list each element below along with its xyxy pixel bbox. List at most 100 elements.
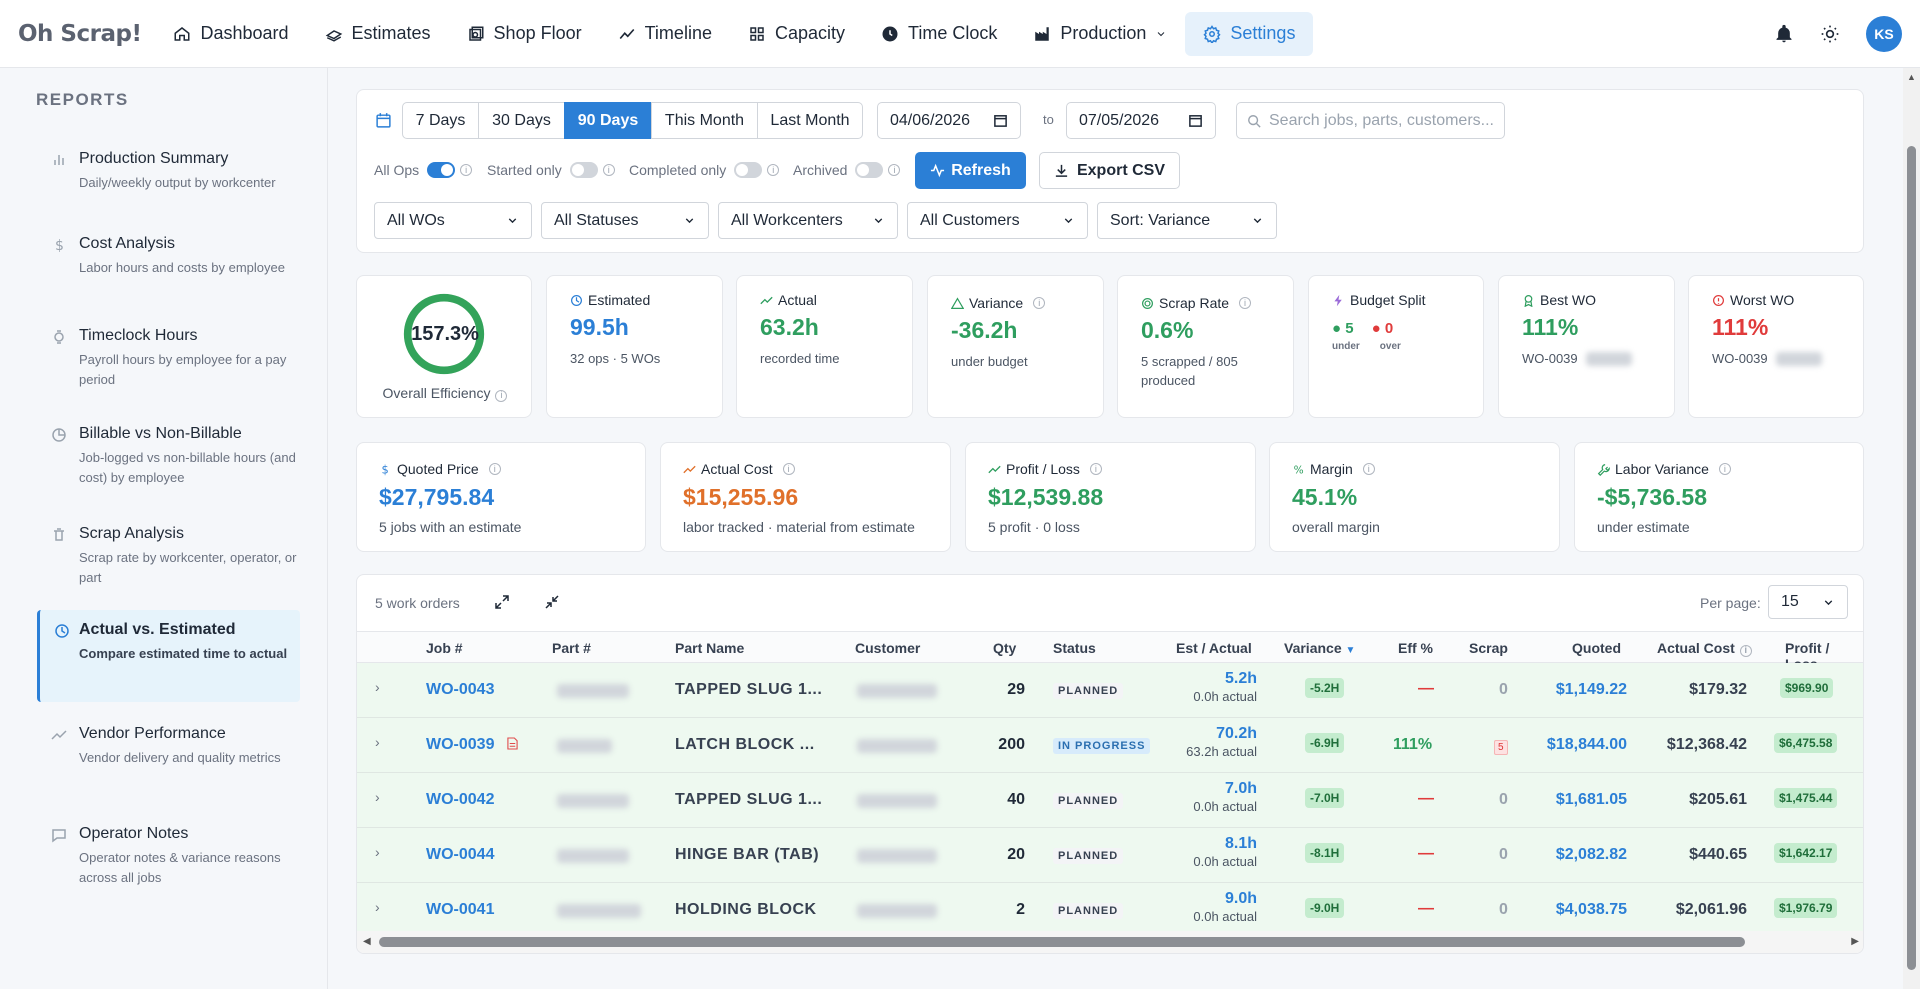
- row-expand-icon[interactable]: ›: [375, 844, 380, 860]
- nav-time-clock[interactable]: Time Clock: [863, 12, 1015, 56]
- sidebar-item-desc: Operator notes & variance reasons across…: [79, 850, 281, 885]
- nav-label: Settings: [1230, 23, 1296, 43]
- toggle-archived[interactable]: Archived i: [793, 160, 901, 180]
- table-row[interactable]: › WO-0039 LATCH BLOCK ... 200 IN PROGRES…: [357, 718, 1863, 773]
- scroll-right-icon[interactable]: ▶: [1851, 936, 1859, 947]
- trend-up-icon: [988, 465, 1001, 473]
- scrollbar-thumb[interactable]: [1907, 146, 1916, 970]
- nav-settings[interactable]: Settings: [1185, 11, 1314, 56]
- redacted-text: [1775, 351, 1822, 366]
- col-part-number[interactable]: Part #: [552, 640, 591, 656]
- expand-all-icon[interactable]: [494, 594, 510, 610]
- nav-timeline[interactable]: Timeline: [600, 12, 730, 56]
- col-customer[interactable]: Customer: [855, 640, 921, 656]
- trend-up-icon: [760, 296, 773, 304]
- nav-dashboard[interactable]: Dashboard: [155, 12, 306, 56]
- sidebar-item-actual-vs-estimated[interactable]: Actual vs. Estimated Compare estimated t…: [37, 610, 300, 702]
- variance-pill: -8.1H: [1305, 843, 1345, 863]
- horizontal-scrollbar[interactable]: ◀ ▶: [357, 931, 1863, 953]
- bell-icon[interactable]: [1774, 24, 1794, 44]
- toggle-switch[interactable]: [427, 162, 456, 178]
- kpi-sub: 5 scrapped / 805 produced: [1141, 354, 1238, 388]
- job-link[interactable]: WO-0042: [426, 791, 495, 808]
- export-csv-button[interactable]: Export CSV: [1039, 152, 1180, 189]
- col-variance[interactable]: Variance ▼: [1284, 640, 1355, 656]
- sun-icon[interactable]: [1820, 24, 1840, 44]
- sidebar-item-cost-analysis[interactable]: $ Cost Analysis Labor hours and costs by…: [37, 224, 300, 316]
- nav-production[interactable]: Production: [1015, 12, 1185, 56]
- table-row[interactable]: › WO-0043 TAPPED SLUG 1... 29 PLANNED 5.…: [357, 663, 1863, 718]
- nav-estimates[interactable]: Estimates: [307, 12, 449, 56]
- toggle-switch[interactable]: [734, 162, 763, 178]
- col-status[interactable]: Status: [1053, 640, 1096, 656]
- est-hours: 70.2h: [1216, 725, 1257, 742]
- date-to-input[interactable]: 07/05/2026: [1066, 102, 1216, 139]
- over-count: 0: [1384, 320, 1394, 337]
- row-expand-icon[interactable]: ›: [375, 899, 380, 915]
- sidebar-item-timeclock-hours[interactable]: Timeclock Hours Payroll hours by employe…: [37, 316, 300, 408]
- nav-capacity[interactable]: Capacity: [730, 12, 863, 56]
- scrollbar-thumb[interactable]: [379, 937, 1745, 947]
- range-30-days[interactable]: 30 Days: [478, 102, 565, 139]
- sidebar-item-desc: Payroll hours by employee for a pay peri…: [79, 352, 287, 387]
- sidebar-item-scrap-analysis[interactable]: Scrap Analysis Scrap rate by workcenter,…: [37, 514, 300, 606]
- status-badge: PLANNED: [1053, 683, 1124, 699]
- scroll-left-icon[interactable]: ◀: [363, 936, 371, 947]
- sidebar-item-billable[interactable]: Billable vs Non-Billable Job-logged vs n…: [37, 414, 300, 506]
- refresh-button[interactable]: Refresh: [915, 152, 1026, 189]
- row-expand-icon[interactable]: ›: [375, 679, 380, 695]
- toggle-switch[interactable]: [569, 162, 598, 178]
- wo-select[interactable]: All WOs: [374, 202, 532, 239]
- sidebar-item-vendor-performance[interactable]: Vendor Performance Vendor delivery and q…: [37, 714, 300, 806]
- nav-shop-floor[interactable]: Shop Floor: [449, 12, 600, 56]
- job-link[interactable]: WO-0039: [426, 736, 495, 753]
- document-icon[interactable]: [507, 737, 518, 750]
- range-this-month[interactable]: This Month: [651, 102, 758, 139]
- job-link[interactable]: WO-0043: [426, 681, 495, 698]
- col-qty[interactable]: Qty: [993, 640, 1017, 656]
- collapse-all-icon[interactable]: [544, 594, 560, 610]
- table-row[interactable]: › WO-0044 HINGE BAR (TAB) 20 PLANNED 8.1…: [357, 828, 1863, 883]
- workcenter-select[interactable]: All Workcenters: [718, 202, 898, 239]
- row-expand-icon[interactable]: ›: [375, 734, 380, 750]
- info-icon: i: [767, 164, 780, 176]
- job-link[interactable]: WO-0041: [426, 901, 495, 918]
- brand-logo[interactable]: Oh Scrap!: [18, 20, 142, 47]
- col-job[interactable]: Job #: [426, 640, 463, 656]
- per-page-select[interactable]: 15: [1768, 585, 1848, 619]
- profit-loss-card: Profit / Loss i $12,539.88 5 profit · 0 l…: [965, 442, 1256, 552]
- svg-text:$: $: [381, 463, 388, 476]
- col-variance-label: Variance: [1284, 640, 1342, 656]
- range-90-days[interactable]: 90 Days: [564, 102, 652, 139]
- table-row[interactable]: › WO-0042 TAPPED SLUG 1... 40 PLANNED 7.…: [357, 773, 1863, 828]
- col-eff[interactable]: Eff %: [1398, 640, 1433, 656]
- search-input[interactable]: Search jobs, parts, customers...: [1236, 102, 1505, 139]
- scroll-up-icon[interactable]: ▲: [1907, 72, 1916, 82]
- avatar[interactable]: KS: [1866, 15, 1902, 52]
- toggle-switch[interactable]: [855, 162, 884, 178]
- toggle-all-ops[interactable]: All Ops i: [374, 160, 473, 180]
- trend-icon: [619, 28, 634, 39]
- cash-icon: [325, 29, 342, 42]
- customer-select[interactable]: All Customers: [907, 202, 1088, 239]
- col-quoted[interactable]: Quoted: [1572, 640, 1621, 656]
- sidebar-item-operator-notes[interactable]: Operator Notes Operator notes & variance…: [37, 814, 300, 906]
- table-row[interactable]: › WO-0041 HOLDING BLOCK 2 PLANNED 9.0h 0.…: [357, 883, 1863, 938]
- col-part-name[interactable]: Part Name: [675, 640, 745, 656]
- range-7-days[interactable]: 7 Days: [402, 102, 479, 139]
- sort-select[interactable]: Sort: Variance: [1097, 202, 1277, 239]
- status-select[interactable]: All Statuses: [541, 202, 709, 239]
- date-from-input[interactable]: 04/06/2026: [877, 102, 1021, 139]
- job-link[interactable]: WO-0044: [426, 846, 495, 863]
- page-scrollbar[interactable]: ▲: [1903, 68, 1920, 989]
- range-last-month[interactable]: Last Month: [757, 102, 863, 139]
- sidebar-item-production-summary[interactable]: Production Summary Daily/weekly output b…: [37, 139, 300, 231]
- toggle-completed-only[interactable]: Completed only i: [629, 160, 780, 180]
- col-actual-cost[interactable]: Actual Cost i: [1657, 640, 1752, 657]
- calendar-icon[interactable]: [375, 112, 392, 129]
- home-icon: [174, 26, 190, 41]
- toggle-started-only[interactable]: Started only i: [487, 160, 615, 180]
- col-est-actual[interactable]: Est / Actual: [1176, 640, 1252, 656]
- row-expand-icon[interactable]: ›: [375, 789, 380, 805]
- col-scrap[interactable]: Scrap: [1469, 640, 1508, 656]
